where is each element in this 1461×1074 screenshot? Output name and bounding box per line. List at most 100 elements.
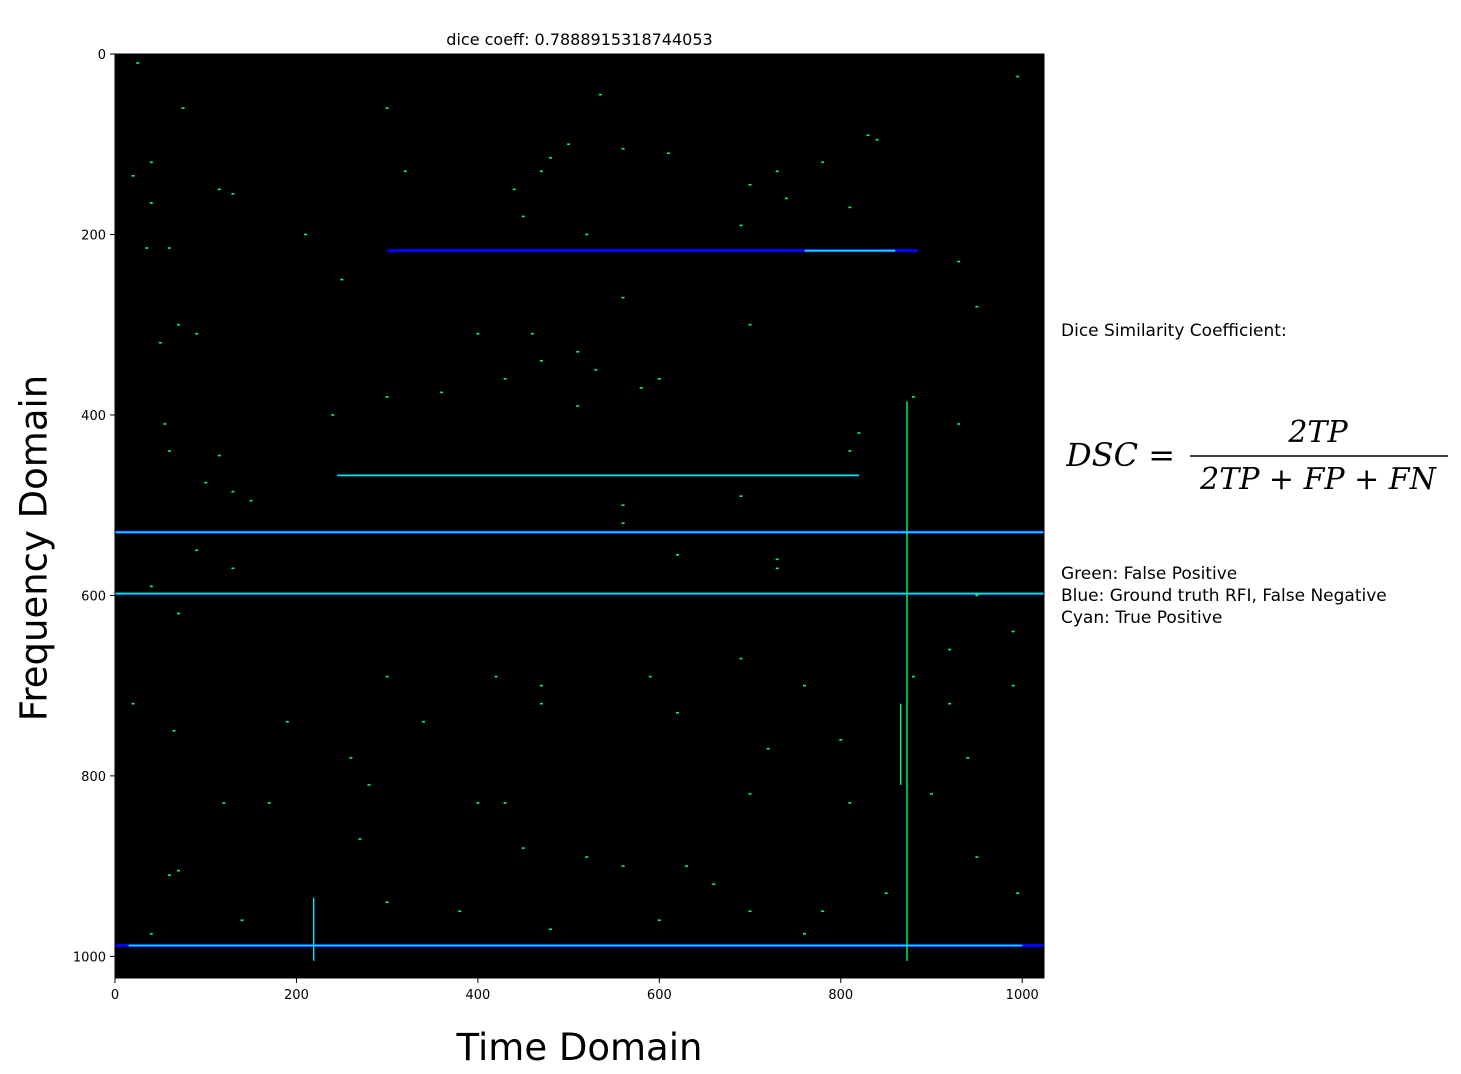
fp-point-114 (385, 901, 389, 904)
fp-point-28 (167, 247, 171, 249)
y-tick-label-1000: 1000 (73, 950, 106, 965)
fp-point-62 (621, 522, 625, 525)
fp-point-59 (848, 450, 852, 452)
fp-point-55 (204, 481, 208, 484)
fp-point-108 (748, 910, 752, 913)
fp-point-105 (621, 865, 625, 867)
fp-point-45 (385, 396, 389, 398)
x-axis-label: Time Domain (456, 1026, 703, 1069)
fp-point-22 (821, 161, 825, 164)
fp-point-36 (195, 332, 199, 335)
fp-point-1 (1016, 75, 1020, 78)
legend-item-cyan: Cyan: True Positive (1061, 608, 1223, 628)
fp-point-103 (521, 847, 525, 849)
fp-point-95 (503, 802, 507, 804)
y-tick-label-400: 400 (81, 409, 106, 424)
fp-point-102 (358, 838, 362, 840)
y-axis-label: Frequency Domain (12, 374, 56, 722)
x-tick-label-800: 800 (828, 988, 853, 1003)
fp-point-100 (167, 874, 171, 876)
formula-denominator: 2TP + FP + FN (1199, 462, 1438, 497)
fp-point-96 (748, 793, 752, 795)
fp-point-92 (267, 802, 271, 804)
fp-point-50 (331, 414, 335, 416)
fp-point-40 (576, 350, 580, 353)
fp-point-110 (884, 892, 888, 894)
fp-point-119 (149, 932, 153, 935)
fp-point-66 (195, 549, 199, 552)
legend-item-green: Green: False Positive (1061, 564, 1238, 584)
fp-point-63 (675, 554, 679, 556)
fp-point-91 (222, 802, 226, 804)
fp-point-77 (739, 657, 743, 660)
fp-point-8 (231, 193, 235, 195)
fp-point-118 (802, 932, 806, 935)
formula-lhs: DSC = (1066, 436, 1175, 474)
plot-frame (114, 53, 1045, 979)
fp-point-117 (657, 919, 661, 922)
y-tick-label-800: 800 (81, 770, 106, 785)
fp-point-76 (948, 648, 952, 651)
fp-point-82 (285, 720, 289, 723)
fp-point-38 (476, 332, 480, 335)
y-tick-label-0: 0 (98, 48, 106, 63)
fp-point-74 (539, 684, 543, 687)
fp-point-101 (177, 869, 181, 872)
dsc-heading: Dice Similarity Coefficient: (1061, 321, 1287, 341)
fp-point-72 (648, 675, 652, 678)
fp-point-49 (911, 396, 915, 398)
fp-point-94 (476, 802, 480, 804)
fp-point-60 (621, 504, 625, 506)
fp-point-83 (421, 720, 425, 723)
fp-point-44 (503, 378, 507, 380)
fp-point-99 (966, 757, 970, 759)
fp-point-32 (621, 296, 625, 299)
fp-point-54 (167, 450, 171, 452)
fp-point-104 (585, 856, 589, 858)
x-tick-label-0: 0 (111, 988, 119, 1003)
fp-point-34 (975, 305, 979, 308)
fp-point-73 (494, 675, 498, 678)
fp-point-13 (539, 170, 543, 173)
plot-background (115, 54, 1044, 978)
fp-point-97 (848, 802, 852, 804)
fp-point-89 (1011, 684, 1015, 687)
fp-point-93 (367, 784, 371, 786)
fp-point-86 (766, 748, 770, 750)
axes: 0 200 400 600 800 1000 0 200 400 600 800 1000 (73, 48, 1039, 1003)
fp-point-112 (1016, 892, 1020, 894)
fp-point-29 (145, 247, 149, 249)
fp-point-56 (217, 454, 221, 457)
fp-point-43 (657, 378, 661, 380)
x-tick-label-600: 600 (647, 988, 672, 1003)
fp-point-9 (567, 143, 571, 146)
fp-point-67 (231, 567, 235, 570)
fp-point-25 (521, 215, 525, 218)
fp-point-16 (512, 188, 516, 191)
dsc-formula: DSC = 2TP 2TP + FP + FN (1066, 415, 1448, 497)
fp-point-2 (598, 93, 602, 96)
fp-point-20 (875, 138, 879, 141)
fp-point-48 (539, 359, 543, 362)
fp-point-41 (594, 369, 598, 371)
fp-point-19 (784, 197, 788, 200)
fp-point-27 (304, 233, 308, 236)
fp-point-51 (857, 432, 861, 434)
fp-point-61 (739, 495, 743, 497)
fp-point-70 (975, 594, 979, 597)
fp-point-47 (576, 405, 580, 407)
formula-numerator: 2TP (1287, 415, 1348, 450)
x-tick-label-1000: 1000 (1006, 988, 1039, 1003)
fp-point-58 (249, 499, 253, 502)
legend: Green: False Positive Blue: Ground truth… (1061, 563, 1387, 629)
fp-point-81 (172, 729, 176, 732)
fp-point-71 (1011, 630, 1015, 633)
fp-point-65 (775, 567, 779, 570)
fp-point-23 (848, 206, 852, 209)
fp-point-75 (385, 675, 389, 678)
fp-point-53 (163, 423, 167, 425)
fp-point-46 (440, 391, 444, 394)
fp-point-6 (131, 175, 135, 177)
fp-point-106 (685, 865, 689, 867)
